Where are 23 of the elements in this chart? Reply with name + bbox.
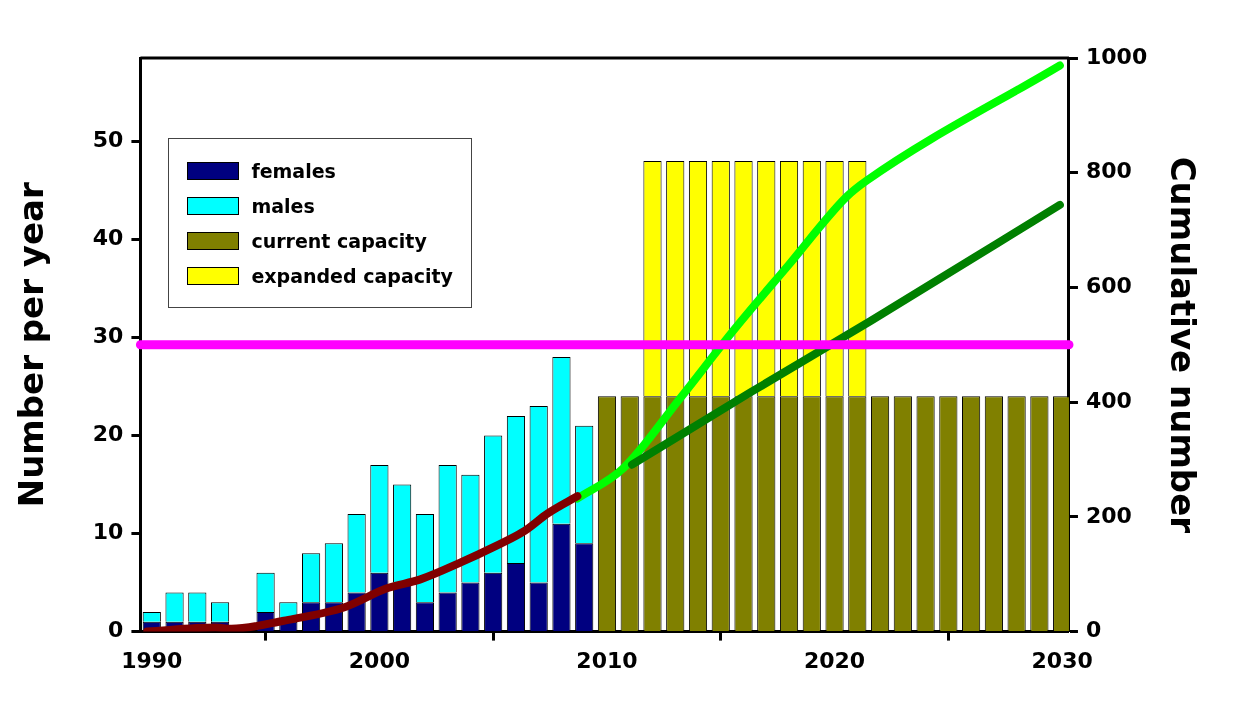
y-axis-title: Number per year bbox=[11, 182, 52, 508]
x-tick-label: 2030 bbox=[1031, 647, 1093, 673]
x-tick-label: 2000 bbox=[348, 647, 410, 673]
y-tick-label: 10 bbox=[92, 519, 124, 545]
y-tick-label: 20 bbox=[92, 421, 124, 447]
y2-tick-label: 0 bbox=[1085, 617, 1102, 643]
y2-tick-label: 1000 bbox=[1085, 43, 1148, 69]
y2-tick-label: 800 bbox=[1085, 158, 1132, 184]
legend-label: females bbox=[251, 159, 336, 182]
legend-label: males bbox=[251, 194, 315, 217]
y-tick-label: 0 bbox=[108, 617, 124, 643]
y-tick-label: 50 bbox=[92, 127, 124, 153]
y2-axis-title: Cumulative number bbox=[1162, 156, 1203, 534]
y-tick-label: 30 bbox=[92, 323, 124, 349]
y2-tick-label: 200 bbox=[1085, 502, 1132, 528]
x-tick-label: 1990 bbox=[121, 647, 183, 673]
y2-tick-label: 400 bbox=[1085, 387, 1132, 413]
y2-tick-label: 600 bbox=[1085, 273, 1132, 299]
y-tick-label: 40 bbox=[92, 225, 124, 251]
legend-label: expanded capacity bbox=[251, 264, 453, 287]
x-tick-label: 2020 bbox=[803, 647, 866, 673]
legend-label: current capacity bbox=[251, 229, 427, 252]
x-tick-label: 2010 bbox=[576, 647, 638, 673]
